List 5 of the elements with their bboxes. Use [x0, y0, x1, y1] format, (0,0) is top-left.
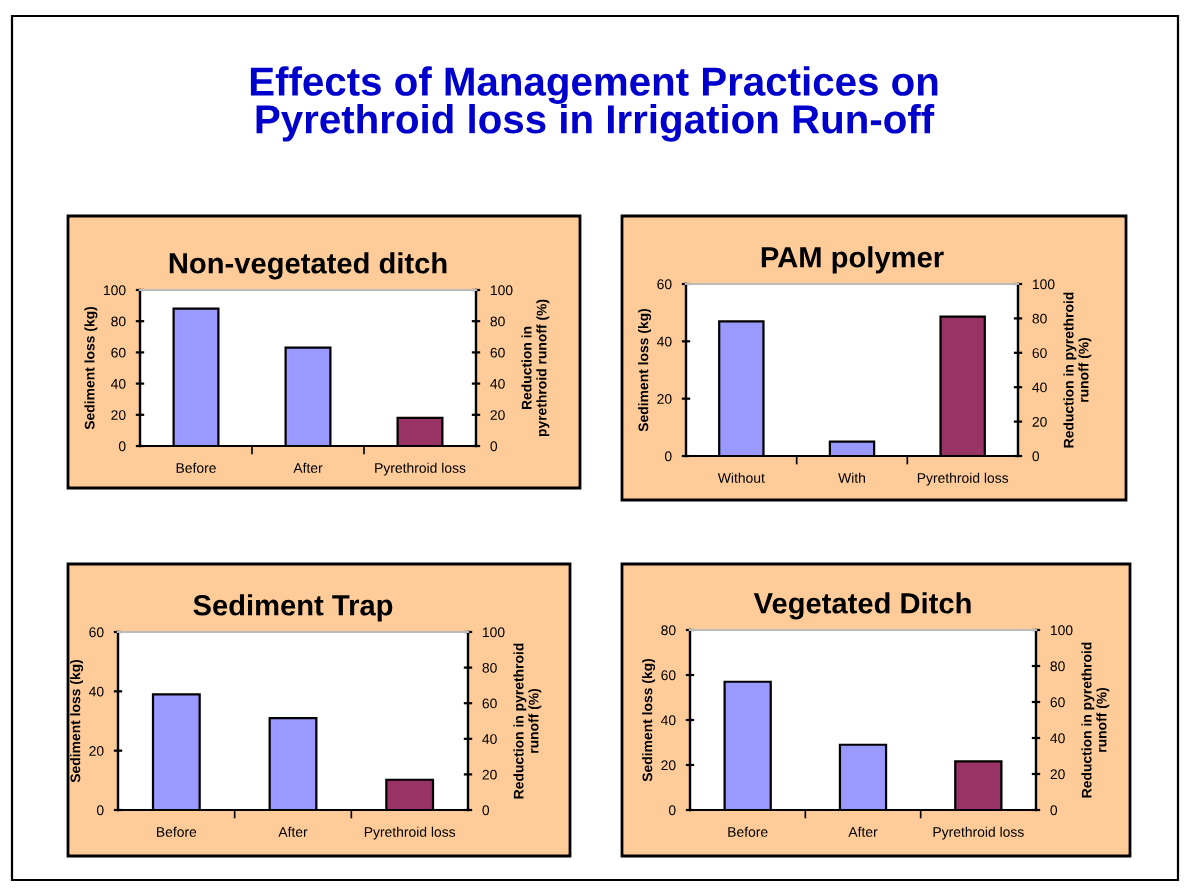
chart-title: Vegetated Ditch: [753, 592, 971, 620]
chart-title: Non-vegetated ditch: [169, 252, 447, 280]
chart-title: PAM polymer: [761, 246, 944, 274]
chart-title: Sediment Trap: [193, 594, 393, 622]
text: Effects of Management Practices on Pyrethroid loss in Irrigation Run-off: [250, 66, 938, 142]
